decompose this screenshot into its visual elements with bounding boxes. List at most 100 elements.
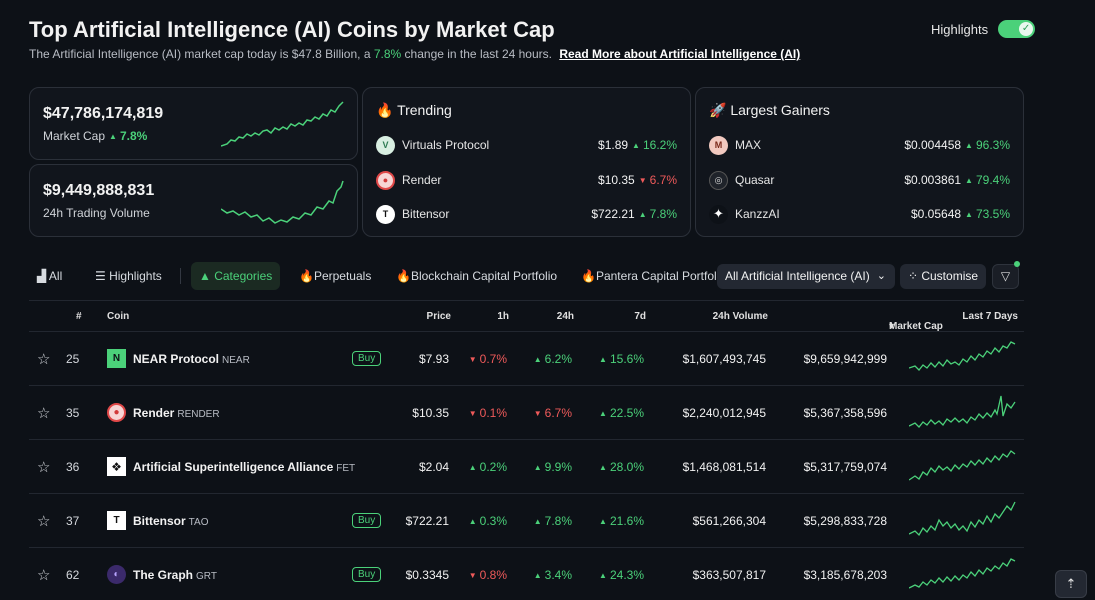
row-coin-name[interactable]: Bittensor TAO [133,514,209,528]
page-title: Top Artificial Intelligence (AI) Coins b… [29,17,555,42]
star-icon[interactable]: ☆ [37,567,51,584]
quasar-coin-icon: ◎ [709,170,728,190]
row-volume: $2,240,012,945 [682,406,766,420]
market-cap-change: 7.8% [109,129,147,143]
row-coin-symbol: NEAR [222,355,250,366]
row-rank: 35 [66,406,80,420]
row-24h-change: 3.4% [534,568,572,582]
gainer-item[interactable]: M MAX $0.004458 96.3% [709,135,1010,155]
volume-value: $9,449,888,831 [43,182,155,199]
volume-label: 24h Trading Volume [43,206,150,220]
category-select[interactable]: All Artificial Intelligence (AI) ⌄ [717,264,895,289]
row-rank: 36 [66,460,80,474]
tab-all[interactable]: ▟ All [29,262,70,290]
row-coin-name[interactable]: NEAR Protocol NEAR [133,352,250,366]
trending-item[interactable]: V Virtuals Protocol $1.89 16.2% [376,135,677,155]
tab-categories[interactable]: ▲ Categories [191,262,281,290]
read-more-link[interactable]: Read More about Artificial Intelligence … [559,47,801,61]
gainer-item-change: 96.3% [965,138,1010,152]
buy-button[interactable]: Buy [352,513,382,528]
row-volume: $561,266,304 [692,514,766,528]
tab-highlights[interactable]: ☰ Highlights [87,262,170,290]
gainer-item-price: $0.003861 [904,173,962,187]
row-market-cap: $5,367,358,596 [803,406,887,420]
col-7d[interactable]: 7d [634,311,646,322]
row-market-cap: $5,298,833,728 [803,514,887,528]
trending-item-price: $10.35 [598,173,635,187]
row-coin-name[interactable]: Render RENDER [133,406,220,420]
row-coin-label: Render [133,406,175,420]
col-1h[interactable]: 1h [497,311,509,322]
row-market-cap: $9,659,942,999 [803,352,887,366]
row-sparkline [909,395,1016,428]
col-last-7-days: Last 7 Days [962,311,1018,322]
gainer-item[interactable]: ✦ KanzzAI $0.05648 73.5% [709,204,1010,224]
row-7d-change: 15.6% [599,352,644,366]
subtitle-text: The Artificial Intelligence (AI) market … [29,47,371,61]
table-row[interactable]: ☆ 36 ❖ Artificial Superintelligence Alli… [29,440,1024,494]
subtitle-text-post: change in the last 24 hours. [404,47,552,61]
category-tabs: ▟ All ☰ Highlights ▲ Categories 🔥Perpetu… [29,262,729,290]
filter-button[interactable]: ▽ [992,264,1019,289]
tab-blockchain-capital[interactable]: 🔥Blockchain Capital Portfolio [388,262,565,290]
trending-item-name: Render [402,173,442,187]
row-coin-label: Artificial Superintelligence Alliance [133,460,334,474]
trending-item-change: 6.7% [639,173,677,187]
trending-item-name: Bittensor [402,207,450,221]
row-coin-name[interactable]: The Graph GRT [133,568,217,582]
row-rank: 62 [66,568,80,582]
filter-active-dot [1014,261,1020,267]
sort-desc-icon: ▾ [889,321,895,332]
row-price: $10.35 [412,406,449,420]
buy-button[interactable]: Buy [352,567,382,582]
customise-button[interactable]: ⁘ Customise [900,264,986,289]
market-cap-label: Market Cap [43,129,106,143]
tab-perpetuals[interactable]: 🔥Perpetuals [291,262,379,290]
row-coin-symbol: FET [336,463,356,474]
fire-icon: 🔥 [396,269,411,283]
buy-button[interactable]: Buy [352,351,382,366]
highlights-toggle[interactable]: ✓ [998,20,1036,38]
fire-icon: 🔥 [581,269,596,283]
col-price[interactable]: Price [426,311,451,322]
row-sparkline [909,341,1016,371]
subtitle-change: 7.8% [373,47,402,61]
kanzzai-coin-icon: ✦ [709,204,728,224]
star-icon[interactable]: ☆ [37,351,51,368]
trending-item-change: 16.2% [632,138,677,152]
market-cap-sparkline [221,101,344,147]
row-market-cap: $3,185,678,203 [803,568,887,582]
trending-item[interactable]: ● Render $10.35 6.7% [376,170,677,190]
filter-icon: ▽ [1000,269,1011,283]
category-select-value: All Artificial Intelligence (AI) [725,269,870,283]
row-coin-symbol: RENDER [177,409,220,420]
row-volume: $363,507,817 [692,568,766,582]
trending-item[interactable]: T Bittensor $722.21 7.8% [376,204,677,224]
trending-item-price: $1.89 [598,138,629,152]
row-1h-change: 0.3% [469,514,507,528]
star-icon[interactable]: ☆ [37,459,51,476]
col-rank[interactable]: # [76,311,82,322]
tab-pantera-capital[interactable]: 🔥Pantera Capital Portfolio [573,262,729,290]
row-coin-name[interactable]: Artificial Superintelligence Alliance FET [133,460,355,474]
row-1h-change: 0.2% [469,460,507,474]
the-graph-icon: ◐ [107,565,126,584]
scroll-top-button[interactable]: ⇡ [1055,570,1087,598]
col-24h-volume[interactable]: 24h Volume [712,311,768,322]
trending-item-price: $722.21 [591,207,635,221]
gainer-item[interactable]: ◎ Quasar $0.003861 79.4% [709,170,1010,190]
col-24h[interactable]: 24h [556,311,574,322]
star-icon[interactable]: ☆ [37,513,51,530]
col-coin[interactable]: Coin [107,311,130,322]
trending-card: 🔥 Trending V Virtuals Protocol $1.89 16.… [362,87,691,237]
page-subtitle: The Artificial Intelligence (AI) market … [29,47,800,61]
volume-sparkline [221,180,344,224]
highlights-toggle-group: Highlights ✓ [931,20,1036,38]
row-price: $2.04 [418,460,449,474]
star-icon[interactable]: ☆ [37,405,51,422]
trending-title-row: 🔥 Trending [376,102,452,119]
